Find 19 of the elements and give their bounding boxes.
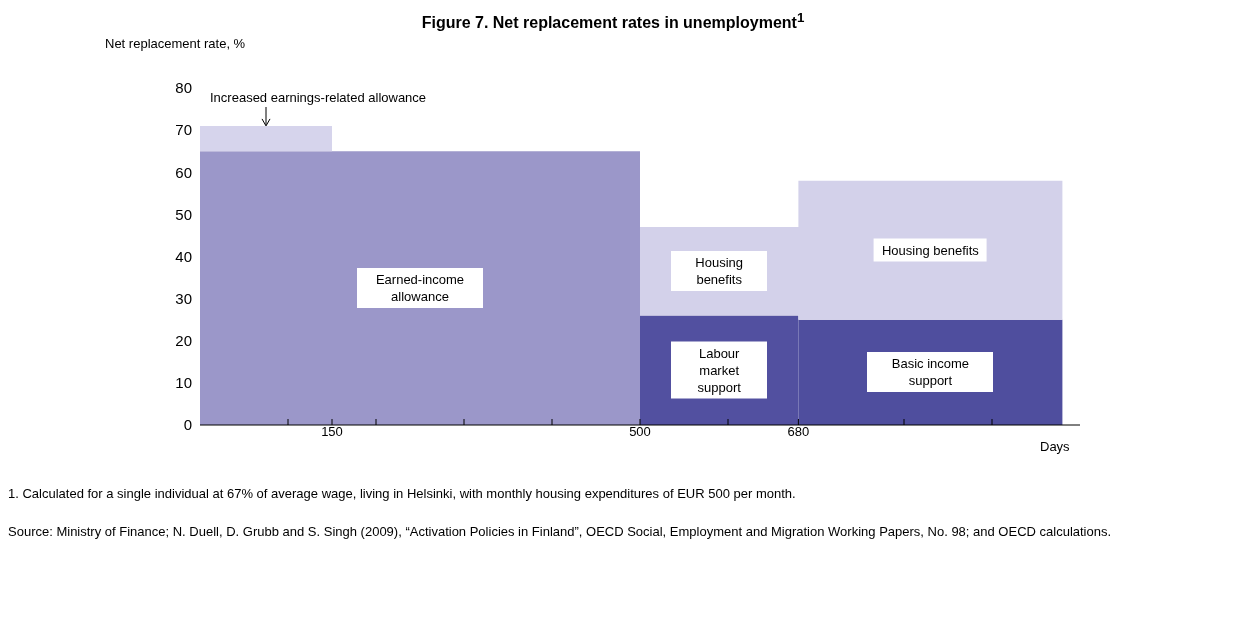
y-tick-label: 30 [175, 289, 192, 307]
y-tick-label: 80 [175, 79, 192, 97]
y-tick-label: 60 [175, 163, 192, 181]
series-label: Increased earnings-related allowance [210, 90, 427, 105]
x-tick-label: 680 [787, 424, 810, 440]
y-tick-label: 0 [183, 416, 192, 434]
y-axis-title: Net replacement rate, % [105, 36, 246, 51]
y-tick-label: 10 [175, 374, 192, 392]
x-tick-label: 150 [321, 424, 343, 440]
y-tick-label: 40 [175, 247, 192, 265]
text: Housing benefits [881, 242, 979, 258]
y-tick-label: 20 [175, 332, 192, 350]
source-note: Source: Ministry of Finance; N. Duell, D. Grubb and S. Singh (2009), “Activation Policies in Finland”, OECD Social, Employment and Migration Working Papers, No. 98; and OECD calculations. [8, 524, 1113, 540]
y-tick-label: 70 [175, 121, 192, 139]
x-tick-label: 500 [629, 424, 651, 440]
chart-title: Figure 7. Net replacement rates in unemployment$^{1}$ [420, 10, 806, 33]
text: 1. Calculated for a single individual at 67% of average wage, living in Helsinki, with monthly housing expenditures of EUR 500 per month. [8, 486, 797, 502]
y-tick-label: 50 [175, 205, 192, 223]
x-axis-title: Days [1040, 439, 1070, 454]
